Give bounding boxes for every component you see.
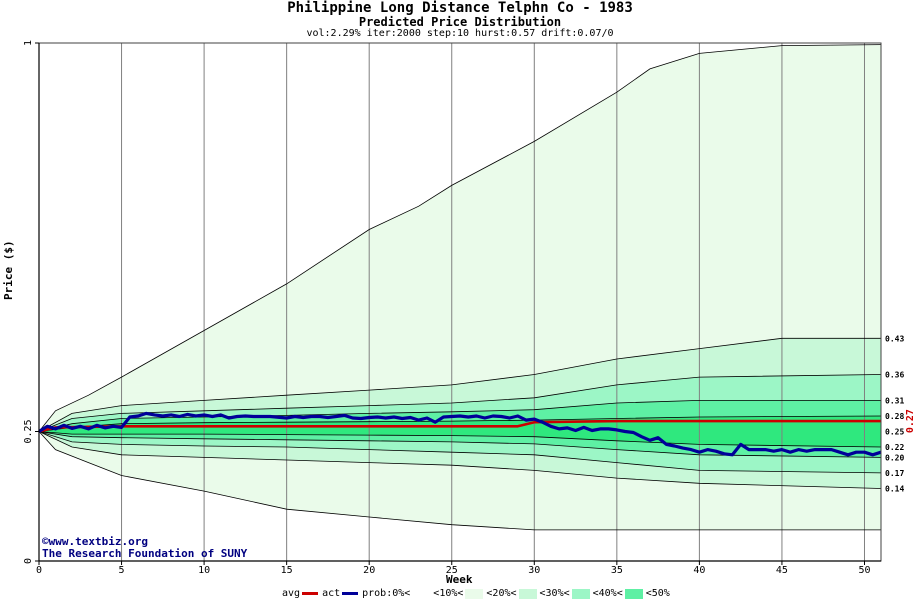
band-edge-upper-0-10% (38, 44, 882, 432)
band-edge-lower-30-40% (38, 431, 882, 458)
chart-subtitle: Predicted Price Distribution (358, 15, 562, 29)
right-level-label: 0.14 (885, 484, 904, 493)
series-line-act (38, 411, 882, 457)
legend-label: <20%< (486, 588, 517, 599)
simulation-params: vol:2.29% iter:2000 step:10 hurst:0.57 d… (306, 28, 614, 39)
legend-color-swatch (465, 588, 484, 599)
x-tick-label: 40 (693, 565, 705, 576)
right-level-label: 0.25 (885, 428, 904, 437)
legend-item: avg (282, 588, 319, 599)
probability-bands (39, 43, 881, 561)
band-edge-lower-40-50% (38, 431, 882, 448)
legend-color-swatch (518, 588, 537, 599)
x-tick-label: 0 (36, 565, 42, 576)
legend-label: <30%< (539, 588, 570, 599)
legend-label: <10%< (433, 588, 464, 599)
legend-item: <50% (646, 588, 670, 599)
y-tick-label: 1 (23, 40, 34, 46)
right-level-label: 0.17 (885, 469, 904, 478)
chart-legend: avg act prob:0%< <10%< <20%< <30%< <40%< <50% (282, 587, 673, 600)
legend-color-swatch (412, 588, 431, 599)
x-tick-label: 30 (528, 565, 540, 576)
legend-item: <40%< (593, 588, 643, 599)
band-40-50% (39, 416, 881, 447)
legend-label: <50% (645, 588, 670, 599)
x-tick-label: 50 (858, 565, 870, 576)
legend-label: <40%< (592, 588, 623, 599)
right-level-label: 0.36 (885, 371, 904, 380)
legend-color-swatch (571, 588, 590, 599)
x-tick-label: 5 (119, 565, 125, 576)
legend-line-swatch (342, 592, 359, 595)
x-tick-label: 20 (363, 565, 375, 576)
band-edge-upper-10-20% (38, 337, 881, 432)
x-axis-title: Week (446, 573, 473, 586)
right-level-label: 0.31 (885, 396, 904, 405)
organization-credit: The Research Foundation of SUNY (42, 547, 248, 560)
band-edge-upper-20-30% (38, 374, 882, 432)
x-tick-label: 45 (776, 565, 788, 576)
y-tick-label: 0 (23, 558, 34, 564)
band-edge-lower-20-30% (38, 431, 882, 474)
x-tick-label: 10 (198, 565, 210, 576)
copyright-credit: ©www.textbiz.org (42, 535, 148, 548)
y-tick-label: 0.25 (23, 419, 34, 443)
right-level-label: 0.20 (885, 453, 904, 462)
legend-item: prob:0%< (362, 588, 431, 599)
legend-item: <20%< (486, 588, 537, 599)
band-edge-upper-30-40% (38, 399, 881, 432)
x-tick-label: 15 (281, 565, 293, 576)
legend-label: prob:0%< (362, 588, 411, 599)
band-edge-lower-10-20% (38, 431, 882, 489)
legend-item: act (322, 588, 359, 599)
band-edges (38, 44, 882, 531)
right-level-label: 0.43 (885, 334, 904, 343)
chart-title: Philippine Long Distance Telphn Co - 198… (287, 0, 633, 16)
y-axis-title: Price ($) (2, 240, 15, 300)
legend-label: avg (282, 588, 301, 599)
price-series (38, 411, 882, 457)
band-edge-lower-0-10% (38, 431, 881, 531)
band-edge-upper-40-50% (38, 415, 882, 432)
legend-item: <30%< (540, 588, 590, 599)
axes: 0 5 10 15 20 25 30 35 40 45 5000.2510.430.360.310.… (23, 40, 916, 576)
x-tick-label: 25 (446, 565, 458, 576)
legend-line-swatch (302, 592, 319, 595)
x-tick-label: 35 (611, 565, 623, 576)
legend-item: <10%< (433, 588, 484, 599)
grid-lines (121, 43, 865, 561)
legend-color-swatch (624, 588, 643, 599)
right-level-label: 0.28 (885, 412, 904, 421)
legend-label: act (322, 588, 341, 599)
right-level-label: 0.22 (885, 443, 904, 452)
current-price-label: 0.27 (905, 409, 916, 433)
